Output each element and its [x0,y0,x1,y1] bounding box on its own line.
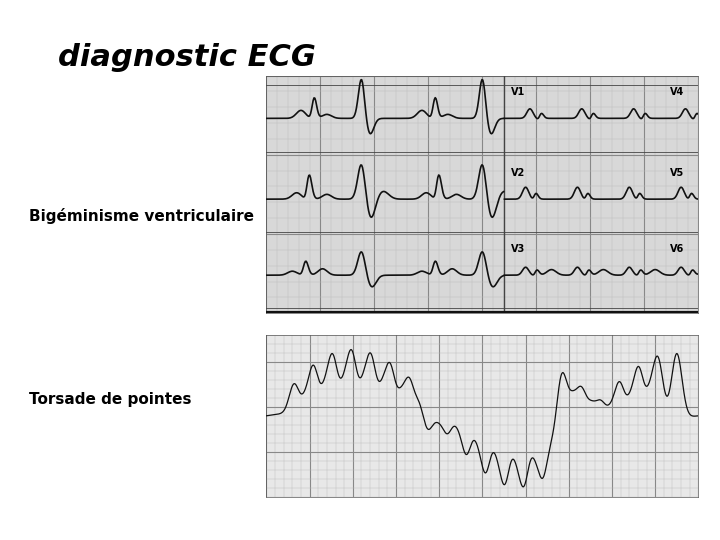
Text: V1: V1 [510,87,525,97]
Text: V3: V3 [510,244,525,254]
Text: Bigéminisme ventriculaire: Bigéminisme ventriculaire [29,208,254,224]
Text: V2: V2 [510,168,525,178]
Text: diagnostic ECG: diagnostic ECG [58,43,315,72]
Text: V5: V5 [670,168,685,178]
Text: V6: V6 [670,244,685,254]
Text: Torsade de pointes: Torsade de pointes [29,392,192,407]
Text: V4: V4 [670,87,685,97]
